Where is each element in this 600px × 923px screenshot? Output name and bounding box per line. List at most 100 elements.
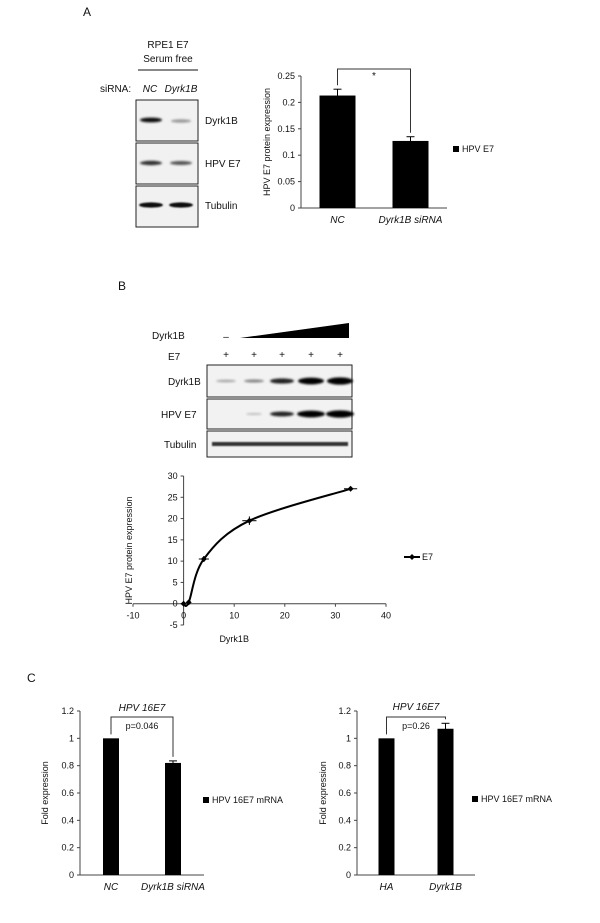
significance-label: p=0.26: [402, 721, 430, 731]
chart-title: HPV 16E7: [119, 703, 166, 714]
blot-a-tubulin-band-si: [169, 202, 193, 208]
blot-a-sirna-label: siRNA:: [100, 84, 131, 95]
blot-b-minus: –: [223, 332, 229, 343]
blot-b-e7-band-2: [246, 412, 262, 416]
legend-label: HPV 16E7 mRNA: [481, 794, 552, 804]
panel-a-blot: RPE1 E7 Serum free siRNA: NC Dyrk1B Dyrk…: [100, 40, 241, 228]
blot-b-row-tubulin: Tubulin: [164, 440, 196, 451]
y-tick-label: 0.6: [61, 788, 74, 798]
blot-a-dyrk1b-band-nc: [140, 117, 162, 123]
x-tick-label-1: Dyrk1B siRNA: [379, 215, 443, 226]
chart-title: HPV 16E7: [393, 702, 440, 713]
y-tick-label: 1: [346, 733, 351, 743]
blot-b-dyrk1b-band-4: [298, 377, 324, 385]
y-tick-label: 5: [173, 577, 178, 587]
y-tick-label: 25: [168, 492, 178, 502]
panel-b-blot: Dyrk1B – E7 + + + + + Dyrk1B HPV E7 Tubu…: [152, 323, 354, 458]
data-point-0: [180, 600, 187, 607]
blot-b-dyrk1b-band-1: [216, 379, 236, 383]
blot-b-plus-3: +: [279, 350, 285, 361]
bar-1: [392, 140, 429, 208]
y-tick-label: 10: [168, 556, 178, 566]
blot-a-dyrk1b-band-si: [171, 119, 191, 123]
x-tick-label-1: Dyrk1B siRNA: [141, 882, 205, 893]
blot-a-row-e7: HPV E7: [205, 159, 241, 170]
x-axis-title: Dyrk1B: [219, 634, 249, 644]
y-tick-label: 0.4: [338, 815, 351, 825]
y-tick-label: 0.8: [338, 761, 351, 771]
y-tick-label: 20: [168, 514, 178, 524]
blot-a-lane-nc: NC: [143, 84, 158, 95]
y-axis-title: HPV E7 protein expression: [124, 496, 134, 604]
blot-b-e7-band-3: [270, 411, 294, 417]
blot-a-header-line2: Serum free: [143, 54, 193, 65]
panel-b-letter: B: [118, 279, 126, 293]
blot-a-row-dyrk1b: Dyrk1B: [205, 116, 238, 127]
significance-label: p=0.046: [126, 721, 159, 731]
y-tick-label: 0.4: [61, 815, 74, 825]
y-tick-label: 0: [69, 870, 74, 880]
y-tick-label: 30: [168, 471, 178, 481]
blot-a-e7-band-nc: [140, 160, 162, 166]
legend-swatch: [453, 146, 459, 152]
blot-b-e7-band-4: [297, 410, 325, 418]
y-tick-label: 0: [173, 599, 178, 609]
x-tick-label: -10: [126, 611, 139, 621]
y-tick-label: 0.8: [61, 761, 74, 771]
y-axis-title: Fold expression: [40, 761, 50, 825]
legend-label: E7: [422, 552, 433, 562]
bar-0: [378, 738, 395, 875]
y-axis-title: HPV E7 protein expression: [262, 88, 272, 196]
y-tick-label: 0.2: [282, 97, 295, 107]
blot-a-e7-band-si: [170, 161, 192, 165]
x-tick-label-0: HA: [380, 882, 394, 893]
blot-b-e7-band-5: [326, 410, 354, 418]
blot-b-row-dyrk1b: Dyrk1B: [168, 377, 201, 388]
bar-1: [165, 762, 181, 875]
significance-label: *: [372, 71, 376, 82]
blot-a-header-line1: RPE1 E7: [147, 40, 189, 51]
chart-c-right-bar: 0 0.2 0.4 0.6 0.8 1 1.2 Fold expression HA Dyrk1B…: [318, 702, 552, 893]
legend-label: HPV E7: [462, 144, 494, 154]
chart-c-left-bar: 0 0.2 0.4 0.6 0.8 1 1.2 Fold expression NC Dyrk1B…: [40, 703, 283, 893]
blot-b-dose-wedge: [240, 323, 349, 338]
blot-b-e7-label: E7: [168, 352, 181, 363]
y-tick-label: 0: [346, 870, 351, 880]
blot-b-tubulin-band: [212, 442, 348, 446]
significance-bracket: [110, 716, 174, 757]
chart-a-bar: 0 0.05 0.1 0.15 0.2 0.25 HPV E7 protein expres…: [262, 68, 494, 226]
blot-b-plus-1: +: [223, 350, 229, 361]
blot-b-plus-2: +: [251, 350, 257, 361]
legend-swatch: [203, 797, 209, 803]
y-tick-label: 0.15: [277, 124, 295, 134]
panel-c-letter: C: [27, 671, 36, 685]
panel-a-letter: A: [83, 5, 91, 19]
y-tick-label: 0.6: [338, 788, 351, 798]
y-tick-label: 0.2: [61, 843, 74, 853]
y-tick-label: 0: [290, 203, 295, 213]
x-tick-label: 40: [381, 611, 391, 621]
x-tick-label: 30: [330, 611, 340, 621]
data-point-3: [246, 517, 253, 524]
y-tick-label: 0.25: [277, 71, 295, 81]
significance-bracket: [337, 68, 411, 133]
x-tick-label: 10: [229, 611, 239, 621]
blot-b-dyrk1b-band-5: [327, 377, 353, 385]
x-tick-label-0: NC: [104, 882, 119, 893]
blot-a-tubulin-band-nc: [139, 202, 163, 208]
legend-swatch: [472, 796, 478, 802]
y-tick-label: 1.2: [338, 706, 351, 716]
data-point-1: [185, 599, 192, 606]
legend-label: HPV 16E7 mRNA: [212, 795, 283, 805]
blot-b-treatment-label: Dyrk1B: [152, 331, 185, 342]
x-tick-label: 0: [181, 611, 186, 621]
bar-0: [319, 95, 356, 208]
data-point-2: [200, 556, 207, 563]
blot-b-plus-5: +: [337, 350, 343, 361]
data-point-4: [347, 485, 354, 492]
x-tick-label-1: Dyrk1B: [429, 882, 462, 893]
blot-b-dyrk1b-band-3: [270, 378, 294, 384]
x-tick-label: 20: [280, 611, 290, 621]
